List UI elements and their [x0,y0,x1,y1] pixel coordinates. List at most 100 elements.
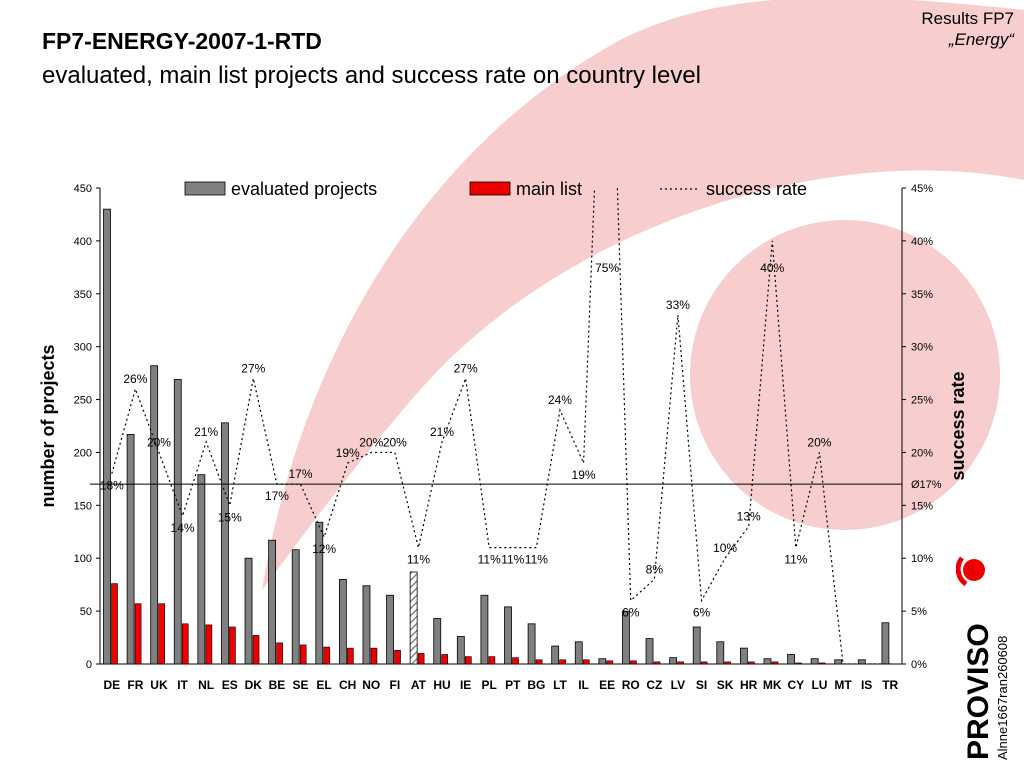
bar-evaluated-fr [126,434,135,665]
success-rate-label: 8% [646,562,664,576]
bar-main-list-pt [512,657,519,665]
y-tick-label-left: 0 [86,659,92,671]
success-rate-label: 21% [430,425,454,439]
success-rate-label: 13% [737,509,761,523]
y-tick-label-left: 150 [74,500,92,512]
bar-main-list-hr [748,661,755,665]
success-rate-label: 21% [194,425,218,439]
x-tick-label: BE [269,678,286,692]
bar-evaluated-sk [716,641,725,665]
corner-label-line2: „Energy“ [948,30,1014,49]
bar-evaluated-uk [150,365,159,665]
x-tick-label: SK [717,678,734,692]
success-rate-label: 20% [359,435,383,449]
x-tick-label: FI [390,678,401,692]
bar-main-list-ch [347,647,354,665]
y-tick-label-right: 45% [911,183,933,195]
bar-evaluated-pt [504,606,512,665]
x-tick-label: EE [599,678,615,692]
bar-evaluated-il [574,641,583,665]
y-tick-label-left: 400 [74,236,92,248]
legend-label: evaluated projects [231,179,377,199]
bar-main-list-pl [488,656,496,665]
y-tick-label-right: 10% [911,553,933,565]
x-tick-label: PL [482,678,497,692]
success-rate-label: 17% [265,489,289,503]
x-tick-label: NL [198,678,214,692]
bar-evaluated-is [857,659,866,665]
y-tick-label-left: 100 [74,553,92,565]
y-axis-label-left: number of projects [38,344,58,507]
success-rate-label: 15% [218,510,242,524]
bar-evaluated-lv [669,657,678,665]
x-tick-label: IL [578,678,589,692]
success-rate-label: 10% [713,541,737,555]
success-rate-label: 6% [693,606,711,620]
success-rate-label: 20% [383,435,407,449]
success-rate-label: 27% [241,361,265,375]
bar-evaluated-nl [197,474,206,665]
bar-main-list-no [370,647,378,665]
y-tick-label-left: 350 [74,289,92,301]
bar-evaluated-cz [645,638,654,665]
bar-main-list-il [582,659,590,665]
success-rate-label: 18% [100,479,124,493]
bar-evaluated-hu [433,618,442,665]
bar-main-list-ee [606,660,614,665]
bar-main-list-se [299,644,307,665]
logo-text: PROVISO [962,623,995,760]
x-tick-label: AT [411,678,427,692]
x-tick-label: RO [622,678,640,692]
success-rate-label: 26% [123,372,147,386]
x-tick-label: IS [861,678,872,692]
x-tick-label: HU [433,678,450,692]
x-tick-label: DK [245,678,263,692]
bar-main-list-bg [535,659,543,665]
y-tick-label-left: 450 [74,183,92,195]
success-rate-label: 12% [312,542,336,556]
bar-evaluated-it [173,379,182,665]
success-rate-label: 27% [454,361,478,375]
success-rate-label: 20% [147,435,171,449]
y-tick-label-right: 5% [911,606,927,618]
bar-evaluated-mt [834,659,843,665]
x-tick-label: MK [763,678,782,692]
bar-evaluated-el [315,521,324,665]
bar-evaluated-mk [763,658,772,665]
bar-main-list-dk [252,635,260,665]
reference-code: Alnne1667ran260608 [995,635,1010,760]
success-rate-label: 11% [478,553,501,567]
success-rate-label: 24% [548,393,572,407]
y-tick-label-left: 200 [74,447,92,459]
bar-evaluated-fi [386,594,394,665]
bar-evaluated-cy [787,654,795,665]
bar-evaluated-ro [622,610,630,665]
x-tick-label: HR [740,678,758,692]
success-rate-label: 33% [666,298,690,312]
bar-main-list-it [181,623,189,665]
proviso-logo: PROVISO Alnne1667ran260608 [956,556,1010,760]
bar-main-list-cy [795,662,802,665]
legend-swatch-main-list [469,181,511,196]
x-tick-label: ES [222,678,238,692]
bar-main-list-sk [724,661,732,665]
x-tick-label: CY [788,678,805,692]
bar-main-list-si [700,661,708,665]
x-tick-label: BG [527,678,545,692]
corner-label: Results FP7 „Energy“ [921,8,1014,50]
y-tick-label-left: 300 [74,342,92,354]
y-tick-label-left: 250 [74,395,92,407]
success-rate-label: 6% [622,606,640,620]
bar-main-list-lv [677,661,684,665]
bar-main-list-mk [771,661,779,665]
bar-evaluated-ee [598,658,607,665]
bar-evaluated-si [692,626,701,665]
bar-evaluated-es [221,422,229,665]
bar-evaluated-se [291,549,300,665]
page-subtitle: evaluated, main list projects and succes… [42,62,702,89]
bar-main-list-cz [653,661,661,665]
corner-label-line1: Results FP7 [921,9,1014,28]
x-tick-label: LV [671,678,685,692]
bar-main-list-uk [158,603,165,665]
y-tick-label-right: 25% [911,395,933,407]
